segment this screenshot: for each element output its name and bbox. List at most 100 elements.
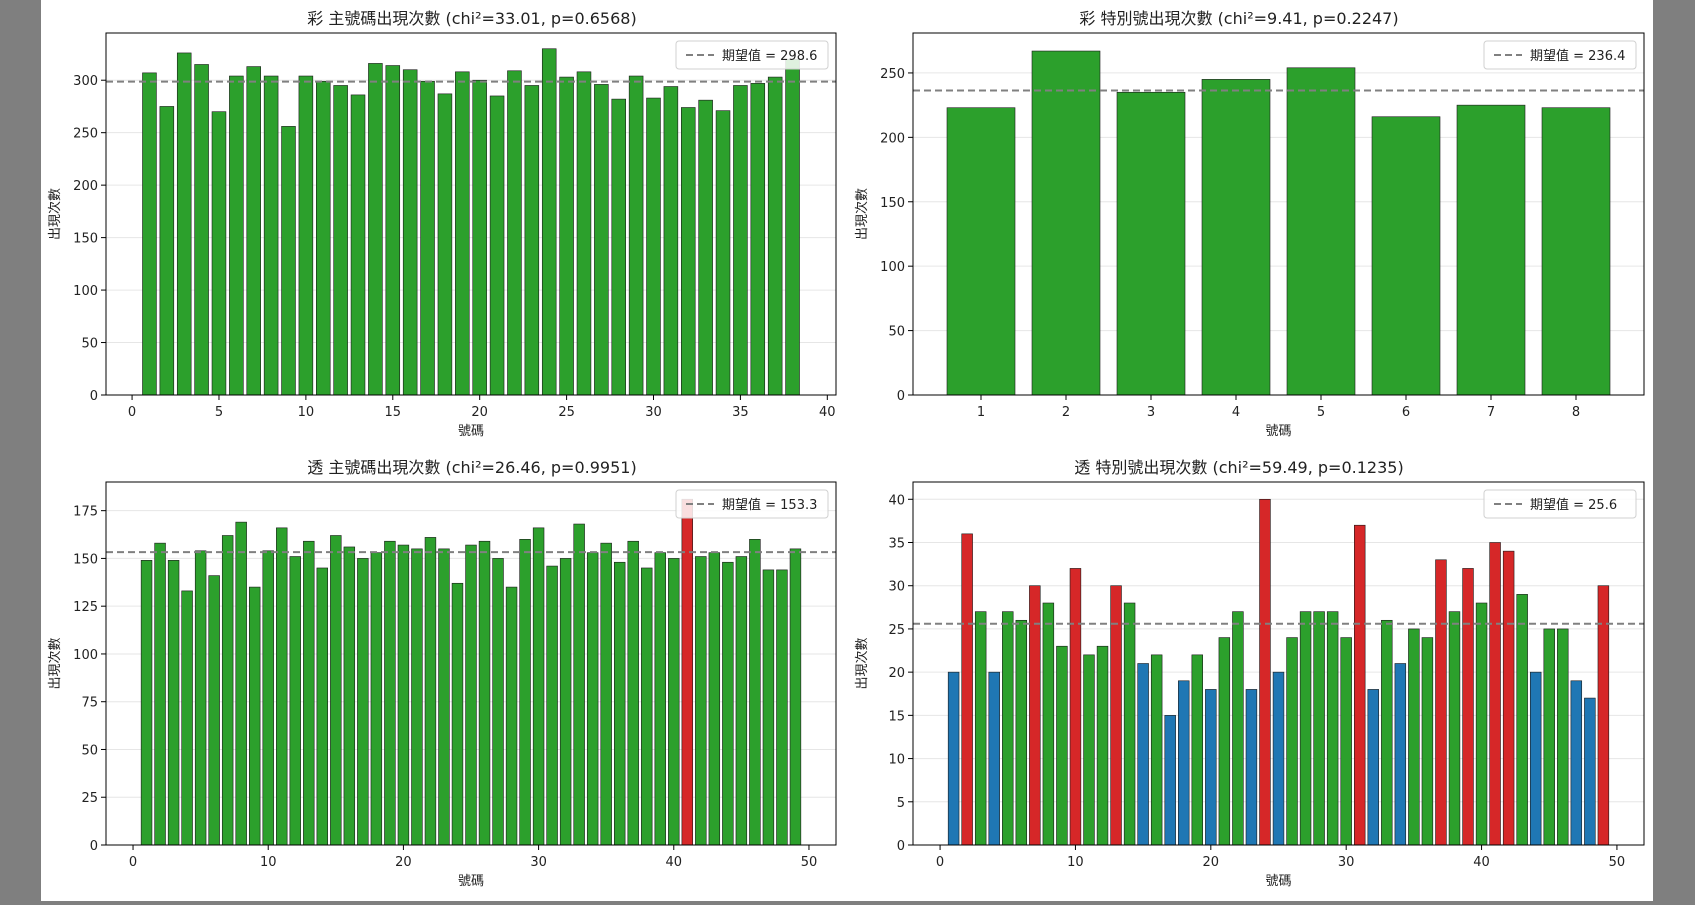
bar-20: [472, 79, 487, 396]
y-tick-label: 15: [888, 709, 905, 724]
bar-5: [194, 550, 207, 846]
bar-28: [611, 98, 626, 396]
bar-35: [733, 85, 748, 396]
x-tick-label: 2: [1062, 405, 1070, 420]
chart-1: 0 50 100 150 200 250 300 0 5 10 15 20 25 30 35 40 號碼 出現次數…: [47, 9, 837, 439]
bar-26: [576, 71, 592, 396]
bar-43: [1516, 594, 1528, 846]
bar-4: [181, 590, 193, 846]
bar-43: [708, 552, 721, 846]
bar-13: [350, 94, 366, 396]
bar-8: [235, 521, 247, 846]
y-tick-label: 50: [888, 325, 905, 340]
bar-15: [385, 65, 401, 396]
y-tick-label: 20: [888, 666, 905, 681]
bar-17: [420, 80, 435, 396]
bar-33: [698, 99, 713, 396]
x-tick-label: 30: [530, 855, 547, 870]
bar-25: [465, 544, 477, 846]
x-tick-label: 0: [128, 405, 136, 420]
bar-32: [1367, 689, 1379, 846]
bar-27: [594, 84, 609, 396]
bar-2: [961, 533, 973, 846]
chart-title: 彩 主號碼出現次數 (chi²=33.01, p=0.6568): [307, 9, 636, 28]
bar-30: [646, 97, 661, 396]
bar-18: [370, 552, 383, 846]
legend: 期望值 = 298.6: [675, 40, 829, 70]
bar-42: [695, 556, 707, 846]
x-tick-label: 20: [1203, 855, 1220, 870]
axes-frame: [105, 32, 837, 396]
bar-48: [776, 569, 788, 846]
bar-7: [221, 535, 234, 846]
y-axis-label: 出現次數: [47, 188, 63, 240]
bar-5: [211, 111, 227, 396]
bar-5: [1286, 67, 1356, 396]
x-tick-label: 40: [819, 405, 836, 420]
legend-box: [1483, 40, 1637, 70]
bar-10: [262, 550, 274, 846]
y-axis-label: 出現次數: [854, 188, 870, 240]
legend: 期望值 = 236.4: [1483, 40, 1637, 70]
bar-46: [749, 539, 761, 846]
bar-45: [1543, 628, 1555, 846]
bar-44: [722, 561, 734, 846]
bar-17: [357, 558, 369, 846]
y-tick-label: 0: [90, 389, 98, 404]
y-tick-label: 25: [888, 623, 905, 638]
bar-48: [1584, 697, 1596, 846]
bar-31: [1354, 524, 1366, 846]
x-tick-label: 10: [260, 855, 277, 870]
legend-label: 期望值 = 25.6: [1530, 497, 1617, 513]
legend: 期望值 = 153.3: [675, 489, 829, 519]
bar-20: [1205, 689, 1217, 846]
x-tick-label: 50: [1609, 855, 1626, 870]
y-tick-label: 150: [880, 196, 905, 211]
y-tick-label: 300: [73, 74, 98, 89]
bar-37: [767, 76, 783, 396]
x-tick-label: 6: [1402, 405, 1410, 420]
chart-title: 彩 特別號出現次數 (chi²=9.41, p=0.2247): [1079, 9, 1398, 28]
bar-31: [663, 86, 679, 396]
figure: 0 50 100 150 200 250 300 0 5 10 15 20 25 30 35 40 號碼 出現次數…: [41, 0, 1653, 901]
bar-28: [505, 586, 518, 846]
x-tick-label: 30: [1338, 855, 1355, 870]
x-tick-label: 1: [977, 405, 985, 420]
bar-9: [1056, 645, 1068, 846]
bar-34: [586, 552, 599, 846]
x-axis-label: 號碼: [458, 874, 484, 889]
y-tick-label: 250: [73, 127, 98, 142]
bar-25: [1272, 671, 1285, 846]
bar-23: [1245, 689, 1258, 846]
bar-4: [988, 671, 1000, 846]
bar-35: [600, 542, 612, 846]
axes-frame: [912, 481, 1645, 846]
bar-18: [1178, 680, 1190, 846]
bar-2: [159, 106, 175, 396]
bar-3: [1116, 91, 1186, 396]
bar-39: [654, 552, 666, 846]
bar-36: [1421, 637, 1434, 846]
bar-33: [573, 523, 585, 846]
bar-2: [154, 542, 166, 846]
bar-24: [1259, 498, 1271, 846]
bar-10: [1069, 568, 1082, 846]
bar-14: [1123, 602, 1136, 846]
bar-2: [1031, 50, 1101, 396]
bar-40: [1475, 602, 1488, 846]
bar-42: [1502, 550, 1515, 846]
bar-12: [1096, 645, 1109, 846]
y-tick-label: 200: [73, 179, 98, 194]
y-tick-label: 0: [90, 839, 98, 854]
x-tick-label: 10: [1067, 855, 1084, 870]
bar-37: [1435, 559, 1447, 846]
y-tick-label: 50: [81, 337, 98, 352]
bar-16: [343, 546, 356, 846]
bar-1: [947, 671, 960, 846]
bar-45: [735, 556, 748, 846]
bar-47: [1570, 680, 1583, 846]
bar-38: [785, 58, 800, 396]
y-tick-label: 150: [73, 232, 98, 247]
bar-32: [559, 558, 572, 846]
